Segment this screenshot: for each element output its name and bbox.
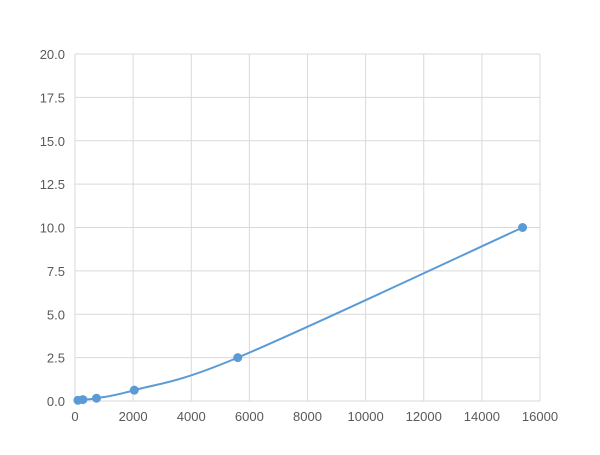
x-tick-label: 8000 [293, 409, 322, 424]
data-point [92, 393, 102, 403]
data-point [233, 353, 243, 363]
data-point [78, 395, 88, 405]
x-tick-label: 6000 [235, 409, 264, 424]
x-tick-label: 2000 [119, 409, 148, 424]
data-point [518, 223, 528, 232]
y-tick-label: 0.0 [47, 394, 65, 409]
y-tick-label: 2.5 [47, 351, 65, 366]
x-tick-label: 12000 [406, 409, 442, 424]
y-tick-label: 10.0 [40, 221, 65, 236]
y-tick-label: 20.0 [40, 47, 65, 62]
y-tick-label: 12.5 [40, 177, 65, 192]
y-tick-label: 15.0 [40, 134, 65, 149]
y-tick-label: 5.0 [47, 307, 65, 322]
x-tick-label: 0 [71, 409, 78, 424]
y-tick-label: 17.5 [40, 90, 65, 105]
data-point [129, 385, 139, 395]
x-tick-label: 10000 [348, 409, 384, 424]
y-tick-label: 7.5 [47, 264, 65, 279]
x-tick-label: 16000 [522, 409, 558, 424]
x-tick-label: 4000 [177, 409, 206, 424]
x-tick-label: 14000 [464, 409, 500, 424]
